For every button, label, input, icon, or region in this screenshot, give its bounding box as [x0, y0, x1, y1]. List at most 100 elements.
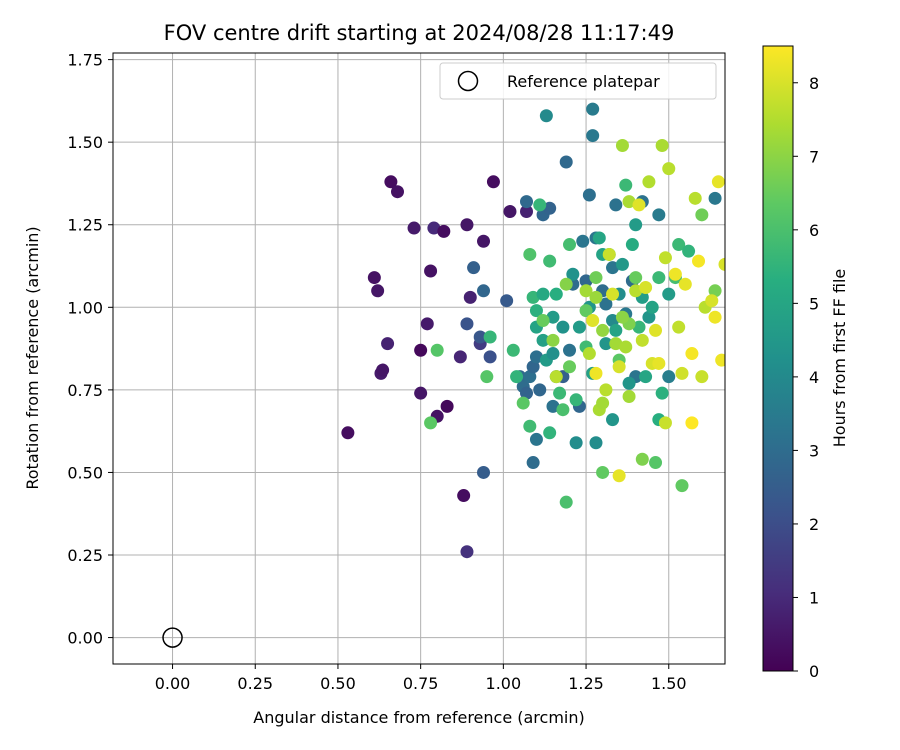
data-point	[520, 195, 534, 209]
data-point	[586, 129, 600, 143]
data-point	[440, 399, 454, 413]
colorbar: 0 1 2 3 4 5 6 7 8 Hours from first FF file	[762, 45, 849, 681]
data-point	[629, 271, 643, 285]
data-point	[615, 310, 629, 324]
data-point	[376, 363, 390, 377]
data-point	[662, 162, 676, 176]
data-point	[569, 436, 583, 450]
data-point	[556, 403, 570, 417]
x-tick-label: 1.25	[568, 674, 604, 693]
data-point	[559, 495, 573, 509]
data-point	[708, 284, 722, 298]
data-point	[622, 195, 636, 209]
reference-marker-icon	[162, 627, 183, 648]
data-point	[529, 304, 543, 318]
data-point	[549, 370, 563, 384]
data-point	[520, 205, 534, 219]
reference-marker-group	[162, 627, 183, 648]
data-point	[582, 188, 596, 202]
data-point	[503, 205, 517, 219]
data-point	[414, 343, 428, 357]
data-point	[619, 178, 633, 192]
data-point	[381, 337, 395, 351]
chart-title: FOV centre drift starting at 2024/08/28 …	[164, 21, 675, 45]
data-point	[510, 370, 524, 384]
data-point	[649, 456, 663, 470]
data-point	[546, 333, 560, 347]
data-point	[543, 426, 557, 440]
data-point	[457, 489, 471, 503]
data-point	[695, 208, 709, 222]
data-point	[606, 261, 620, 275]
data-point	[606, 413, 620, 427]
data-point	[367, 271, 381, 285]
legend-box	[439, 62, 717, 100]
colorbar-tick-label: 5	[809, 294, 819, 313]
data-point	[371, 284, 385, 298]
data-point	[675, 366, 689, 380]
plot-frame	[112, 52, 726, 665]
data-point	[672, 320, 686, 334]
data-point	[516, 396, 530, 410]
x-tick-label: 0.75	[403, 674, 439, 693]
data-point	[427, 221, 441, 235]
data-point	[483, 350, 497, 364]
y-tick-label: 0.75	[67, 381, 103, 400]
x-tick-label: 1.00	[486, 674, 522, 693]
data-point	[642, 310, 656, 324]
data-point	[589, 436, 603, 450]
colorbar-ticks: 0 1 2 3 4 5 6 7 8	[793, 74, 819, 681]
data-point	[579, 274, 593, 288]
data-point	[609, 198, 623, 212]
data-point	[553, 386, 567, 400]
x-tick-label: 0.25	[237, 674, 273, 693]
data-point	[430, 343, 444, 357]
data-point	[536, 333, 550, 347]
data-point	[407, 221, 421, 235]
data-point	[486, 175, 500, 189]
data-point	[533, 198, 547, 212]
data-point	[615, 138, 629, 152]
data-point	[635, 333, 649, 347]
data-point	[463, 290, 477, 304]
data-point	[658, 251, 672, 265]
data-point	[662, 370, 676, 384]
data-point	[460, 218, 474, 232]
data-point	[609, 323, 623, 337]
data-point	[612, 469, 626, 483]
data-point	[549, 287, 563, 301]
data-point	[612, 360, 626, 374]
data-point	[586, 314, 600, 328]
data-point	[477, 234, 491, 248]
data-point	[460, 317, 474, 331]
data-point	[708, 191, 722, 205]
x-tick-label: 1.50	[651, 674, 687, 693]
data-point	[642, 175, 656, 189]
x-tick-label: 0.50	[320, 674, 356, 693]
data-point	[579, 304, 593, 318]
data-point	[477, 465, 491, 479]
data-point	[685, 347, 699, 361]
data-point	[635, 452, 649, 466]
data-point	[596, 465, 610, 479]
data-point	[437, 224, 451, 238]
data-point	[556, 320, 570, 334]
data-point	[420, 317, 434, 331]
data-point	[639, 370, 653, 384]
data-point	[619, 340, 633, 354]
data-point	[622, 376, 636, 390]
data-point	[596, 323, 610, 337]
data-point	[384, 175, 398, 189]
data-point	[526, 360, 540, 374]
data-point	[526, 456, 540, 470]
legend: Reference platepar	[439, 62, 717, 100]
data-point	[506, 343, 520, 357]
data-point	[453, 350, 467, 364]
data-point	[341, 426, 355, 440]
data-point	[533, 383, 547, 397]
y-tick-label: 0.00	[67, 629, 103, 648]
data-point	[695, 370, 709, 384]
colorbar-tick-label: 1	[809, 588, 819, 607]
legend-label: Reference platepar	[507, 72, 660, 91]
data-point	[390, 185, 404, 199]
